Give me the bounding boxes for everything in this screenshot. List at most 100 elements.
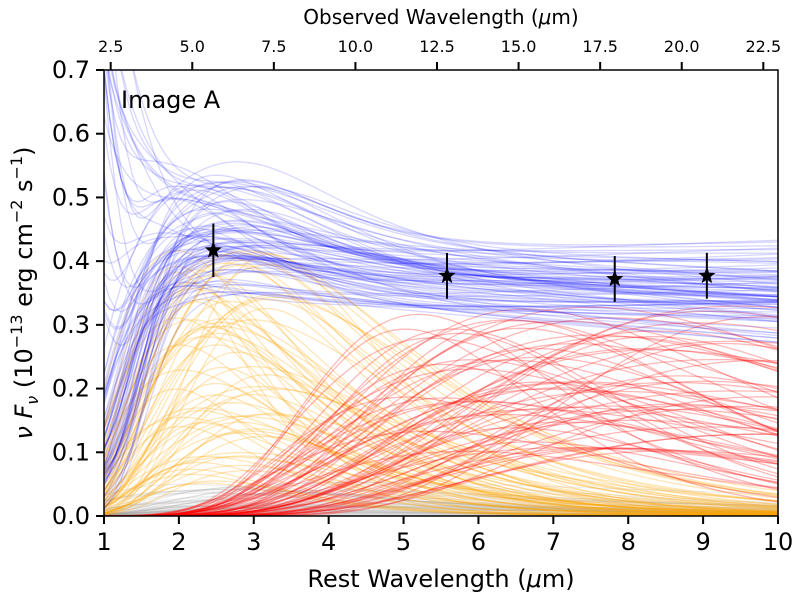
model-curve-faint [104, 512, 778, 516]
model-curve-faint [104, 505, 778, 515]
model-curve-hot [104, 470, 778, 516]
model-curve-hot [104, 282, 778, 516]
model-curve-total [104, 263, 778, 497]
model-curve-warm [104, 328, 778, 516]
model-curve-hot [104, 300, 778, 513]
model-curve-total [104, 226, 778, 312]
model-curve-total [104, 278, 778, 506]
model-curve-warm [104, 405, 778, 516]
model-curve-hot [104, 298, 778, 508]
model-curve-hot [104, 365, 778, 507]
model-curve-total [104, 240, 778, 491]
model-curve-total [104, 283, 778, 466]
x2-tick-label: 10.0 [338, 37, 374, 56]
model-curve-warm [104, 363, 778, 516]
x2-tick-label: 5.0 [180, 37, 205, 56]
model-curve-total [104, 227, 778, 339]
model-curve-hot [104, 369, 778, 514]
model-curve-warm [104, 387, 778, 516]
panel-label: Image A [121, 86, 221, 114]
model-curve-total [111, 70, 778, 298]
model-curve-hot [104, 252, 778, 499]
model-curve-faint [104, 512, 778, 516]
model-curve-warm [104, 349, 778, 516]
model-curve-total [104, 288, 778, 509]
model-curve-faint [104, 484, 778, 514]
model-curve-hot [104, 319, 778, 502]
model-curve-total [104, 269, 778, 394]
model-curve-total [104, 189, 778, 349]
model-curve-warm [104, 322, 778, 516]
model-curve-faint [104, 509, 778, 516]
data-point-star [438, 266, 456, 284]
model-curve-warm [104, 397, 778, 516]
model-curve-warm [104, 313, 778, 516]
model-curve-total [132, 70, 778, 302]
model-curve-faint [104, 506, 778, 516]
y-tick-label: 0.0 [52, 502, 90, 530]
model-curve-faint [104, 492, 778, 512]
model-curve-faint [104, 505, 778, 515]
data-point-star [204, 241, 222, 258]
model-curve-faint [104, 493, 778, 510]
model-curve-total [104, 224, 778, 509]
model-curve-hot [104, 264, 778, 510]
model-curve-total [104, 129, 778, 312]
model-curve-total [104, 246, 778, 475]
model-curve-total [104, 186, 778, 474]
y-tick-label: 0.5 [52, 183, 90, 211]
x2-tick-label: 20.0 [664, 37, 700, 56]
model-curve-total [104, 210, 778, 478]
model-curve-warm [104, 408, 778, 516]
model-curve-hot [104, 413, 778, 502]
model-curve-total [114, 70, 778, 296]
model-curve-hot [104, 402, 778, 515]
model-curve-hot [104, 374, 778, 515]
model-curve-warm [104, 381, 778, 516]
model-curve-faint [104, 510, 778, 516]
model-curve-hot [104, 274, 778, 516]
model-curve-hot [104, 332, 778, 512]
model-curve-hot [104, 344, 778, 516]
model-curve-hot [104, 455, 778, 516]
model-curve-faint [104, 496, 778, 512]
model-curve-hot [104, 262, 778, 503]
model-curve-faint [104, 481, 778, 514]
x2-tick-label: 17.5 [582, 37, 618, 56]
model-curve-faint [104, 490, 778, 516]
model-curve-total [104, 179, 778, 288]
model-curve-hot [104, 452, 778, 512]
model-curve-warm [104, 421, 778, 516]
model-curve-faint [104, 493, 778, 516]
model-curve-hot [104, 415, 778, 509]
x-tick-label: 5 [396, 528, 411, 556]
model-curve-total [104, 222, 778, 428]
model-curve-hot [104, 366, 778, 516]
model-curve-warm [104, 390, 778, 516]
y-tick-label: 0.1 [52, 438, 90, 466]
model-curve-warm [104, 305, 778, 516]
model-curve-hot [104, 249, 778, 514]
y-tick-label: 0.6 [52, 120, 90, 148]
model-curve-hot [104, 253, 778, 514]
model-curve-warm [104, 405, 778, 516]
x-axis: 1 2 3 4 5 6 7 8 9 10 [96, 516, 793, 556]
model-curve-total [104, 245, 778, 403]
model-curve-warm [104, 446, 778, 516]
model-curve-hot [104, 351, 778, 516]
model-curve-hot [104, 265, 778, 516]
model-curve-faint [104, 489, 778, 516]
model-curve-faint [104, 505, 778, 516]
model-curve-total [104, 78, 778, 307]
x-tick-label: 9 [695, 528, 710, 556]
model-curve-hot [104, 307, 778, 515]
model-curve-faint [104, 502, 778, 516]
x-axis-title: Rest Wavelength (μm) [307, 565, 574, 593]
x-tick-label: 2 [171, 528, 186, 556]
model-curve-total [104, 237, 778, 485]
model-curve-total [104, 198, 778, 399]
model-curve-hot [104, 409, 778, 516]
model-curve-warm [104, 347, 778, 516]
y-tick-label: 0.2 [52, 375, 90, 403]
model-curve-faint [104, 502, 778, 516]
